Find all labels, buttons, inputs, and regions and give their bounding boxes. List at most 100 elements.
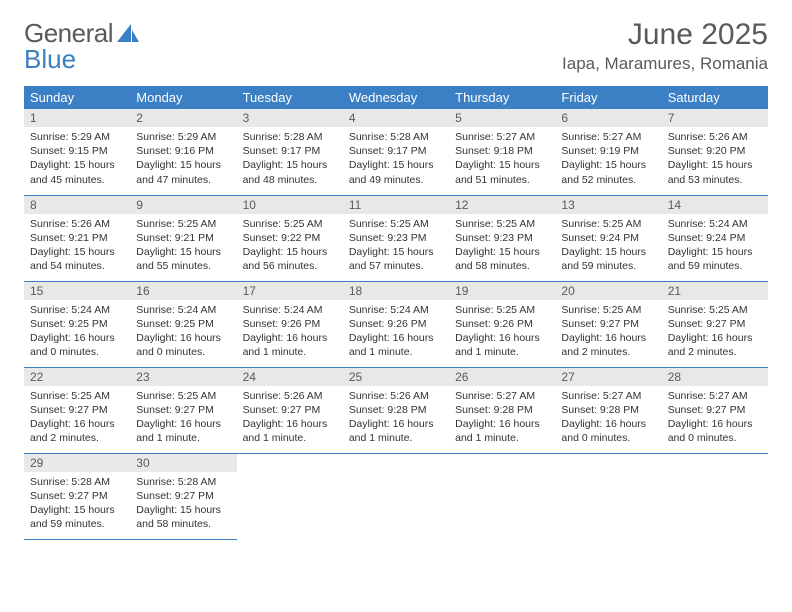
daylight-line: Daylight: 15 hours and 57 minutes.: [349, 245, 443, 273]
calendar-cell: 4Sunrise: 5:28 AMSunset: 9:17 PMDaylight…: [343, 109, 449, 195]
day-body: Sunrise: 5:24 AMSunset: 9:25 PMDaylight:…: [130, 300, 236, 366]
day-number: 15: [24, 282, 130, 300]
day-number: 3: [237, 109, 343, 127]
sunset-line: Sunset: 9:23 PM: [455, 231, 549, 245]
daylight-line: Daylight: 16 hours and 1 minute.: [136, 417, 230, 445]
calendar-cell: 20Sunrise: 5:25 AMSunset: 9:27 PMDayligh…: [555, 281, 661, 367]
day-body: Sunrise: 5:29 AMSunset: 9:15 PMDaylight:…: [24, 127, 130, 193]
daylight-line: Daylight: 15 hours and 48 minutes.: [243, 158, 337, 186]
day-body: Sunrise: 5:28 AMSunset: 9:17 PMDaylight:…: [237, 127, 343, 193]
day-body: Sunrise: 5:27 AMSunset: 9:19 PMDaylight:…: [555, 127, 661, 193]
calendar-cell: 6Sunrise: 5:27 AMSunset: 9:19 PMDaylight…: [555, 109, 661, 195]
calendar-cell: 28Sunrise: 5:27 AMSunset: 9:27 PMDayligh…: [662, 367, 768, 453]
calendar-cell: 7Sunrise: 5:26 AMSunset: 9:20 PMDaylight…: [662, 109, 768, 195]
daylight-line: Daylight: 16 hours and 1 minute.: [243, 331, 337, 359]
calendar-cell: 26Sunrise: 5:27 AMSunset: 9:28 PMDayligh…: [449, 367, 555, 453]
day-body: Sunrise: 5:28 AMSunset: 9:27 PMDaylight:…: [24, 472, 130, 538]
calendar-cell: 22Sunrise: 5:25 AMSunset: 9:27 PMDayligh…: [24, 367, 130, 453]
daylight-line: Daylight: 16 hours and 1 minute.: [455, 331, 549, 359]
location: Iapa, Maramures, Romania: [562, 54, 768, 74]
daylight-line: Daylight: 15 hours and 47 minutes.: [136, 158, 230, 186]
weekday-header: Saturday: [662, 86, 768, 109]
sunrise-line: Sunrise: 5:28 AM: [243, 130, 337, 144]
day-body: Sunrise: 5:29 AMSunset: 9:16 PMDaylight:…: [130, 127, 236, 193]
day-number: 4: [343, 109, 449, 127]
sunrise-line: Sunrise: 5:24 AM: [668, 217, 762, 231]
day-number: 24: [237, 368, 343, 386]
daylight-line: Daylight: 15 hours and 59 minutes.: [30, 503, 124, 531]
day-number: 10: [237, 196, 343, 214]
sunset-line: Sunset: 9:27 PM: [136, 403, 230, 417]
daylight-line: Daylight: 15 hours and 45 minutes.: [30, 158, 124, 186]
calendar-cell: [449, 453, 555, 539]
sunrise-line: Sunrise: 5:26 AM: [349, 389, 443, 403]
sunrise-line: Sunrise: 5:27 AM: [455, 130, 549, 144]
sunset-line: Sunset: 9:26 PM: [455, 317, 549, 331]
calendar-cell: 1Sunrise: 5:29 AMSunset: 9:15 PMDaylight…: [24, 109, 130, 195]
sunset-line: Sunset: 9:23 PM: [349, 231, 443, 245]
sunrise-line: Sunrise: 5:28 AM: [30, 475, 124, 489]
daylight-line: Daylight: 15 hours and 53 minutes.: [668, 158, 762, 186]
day-body: Sunrise: 5:27 AMSunset: 9:27 PMDaylight:…: [662, 386, 768, 452]
day-body: Sunrise: 5:24 AMSunset: 9:26 PMDaylight:…: [343, 300, 449, 366]
sunrise-line: Sunrise: 5:25 AM: [136, 389, 230, 403]
sunrise-line: Sunrise: 5:25 AM: [136, 217, 230, 231]
day-number: 29: [24, 454, 130, 472]
calendar-cell: [662, 453, 768, 539]
day-number: 17: [237, 282, 343, 300]
day-body: Sunrise: 5:27 AMSunset: 9:18 PMDaylight:…: [449, 127, 555, 193]
calendar-cell: 24Sunrise: 5:26 AMSunset: 9:27 PMDayligh…: [237, 367, 343, 453]
sunset-line: Sunset: 9:27 PM: [30, 403, 124, 417]
sunset-line: Sunset: 9:15 PM: [30, 144, 124, 158]
day-number: 13: [555, 196, 661, 214]
sunset-line: Sunset: 9:25 PM: [30, 317, 124, 331]
calendar-cell: [555, 453, 661, 539]
weekday-header: Thursday: [449, 86, 555, 109]
day-body: Sunrise: 5:24 AMSunset: 9:26 PMDaylight:…: [237, 300, 343, 366]
daylight-line: Daylight: 16 hours and 2 minutes.: [30, 417, 124, 445]
day-number: 11: [343, 196, 449, 214]
calendar-cell: 17Sunrise: 5:24 AMSunset: 9:26 PMDayligh…: [237, 281, 343, 367]
calendar-cell: [343, 453, 449, 539]
calendar-cell: 12Sunrise: 5:25 AMSunset: 9:23 PMDayligh…: [449, 195, 555, 281]
sunrise-line: Sunrise: 5:25 AM: [30, 389, 124, 403]
sunrise-line: Sunrise: 5:25 AM: [668, 303, 762, 317]
sunrise-line: Sunrise: 5:25 AM: [455, 217, 549, 231]
day-body: Sunrise: 5:28 AMSunset: 9:17 PMDaylight:…: [343, 127, 449, 193]
sunset-line: Sunset: 9:18 PM: [455, 144, 549, 158]
day-number: 26: [449, 368, 555, 386]
sunset-line: Sunset: 9:26 PM: [243, 317, 337, 331]
day-body: Sunrise: 5:26 AMSunset: 9:28 PMDaylight:…: [343, 386, 449, 452]
day-number: 7: [662, 109, 768, 127]
sunset-line: Sunset: 9:26 PM: [349, 317, 443, 331]
calendar-row: 15Sunrise: 5:24 AMSunset: 9:25 PMDayligh…: [24, 281, 768, 367]
sunset-line: Sunset: 9:27 PM: [136, 489, 230, 503]
day-number: 1: [24, 109, 130, 127]
weekday-header-row: Sunday Monday Tuesday Wednesday Thursday…: [24, 86, 768, 109]
day-body: Sunrise: 5:26 AMSunset: 9:27 PMDaylight:…: [237, 386, 343, 452]
weekday-header: Wednesday: [343, 86, 449, 109]
calendar-cell: [237, 453, 343, 539]
day-number: 27: [555, 368, 661, 386]
daylight-line: Daylight: 15 hours and 59 minutes.: [668, 245, 762, 273]
daylight-line: Daylight: 16 hours and 1 minute.: [349, 417, 443, 445]
calendar-cell: 16Sunrise: 5:24 AMSunset: 9:25 PMDayligh…: [130, 281, 236, 367]
day-number: 28: [662, 368, 768, 386]
day-body: Sunrise: 5:25 AMSunset: 9:22 PMDaylight:…: [237, 214, 343, 280]
calendar-row: 29Sunrise: 5:28 AMSunset: 9:27 PMDayligh…: [24, 453, 768, 539]
day-body: Sunrise: 5:24 AMSunset: 9:25 PMDaylight:…: [24, 300, 130, 366]
sunrise-line: Sunrise: 5:27 AM: [668, 389, 762, 403]
day-number: 16: [130, 282, 236, 300]
day-body: Sunrise: 5:25 AMSunset: 9:23 PMDaylight:…: [343, 214, 449, 280]
sunrise-line: Sunrise: 5:27 AM: [561, 389, 655, 403]
sunrise-line: Sunrise: 5:24 AM: [30, 303, 124, 317]
day-number: 19: [449, 282, 555, 300]
weekday-header: Tuesday: [237, 86, 343, 109]
calendar-row: 8Sunrise: 5:26 AMSunset: 9:21 PMDaylight…: [24, 195, 768, 281]
day-body: Sunrise: 5:27 AMSunset: 9:28 PMDaylight:…: [449, 386, 555, 452]
sunset-line: Sunset: 9:24 PM: [561, 231, 655, 245]
calendar-cell: 29Sunrise: 5:28 AMSunset: 9:27 PMDayligh…: [24, 453, 130, 539]
day-number: 30: [130, 454, 236, 472]
sunset-line: Sunset: 9:28 PM: [455, 403, 549, 417]
daylight-line: Daylight: 15 hours and 54 minutes.: [30, 245, 124, 273]
